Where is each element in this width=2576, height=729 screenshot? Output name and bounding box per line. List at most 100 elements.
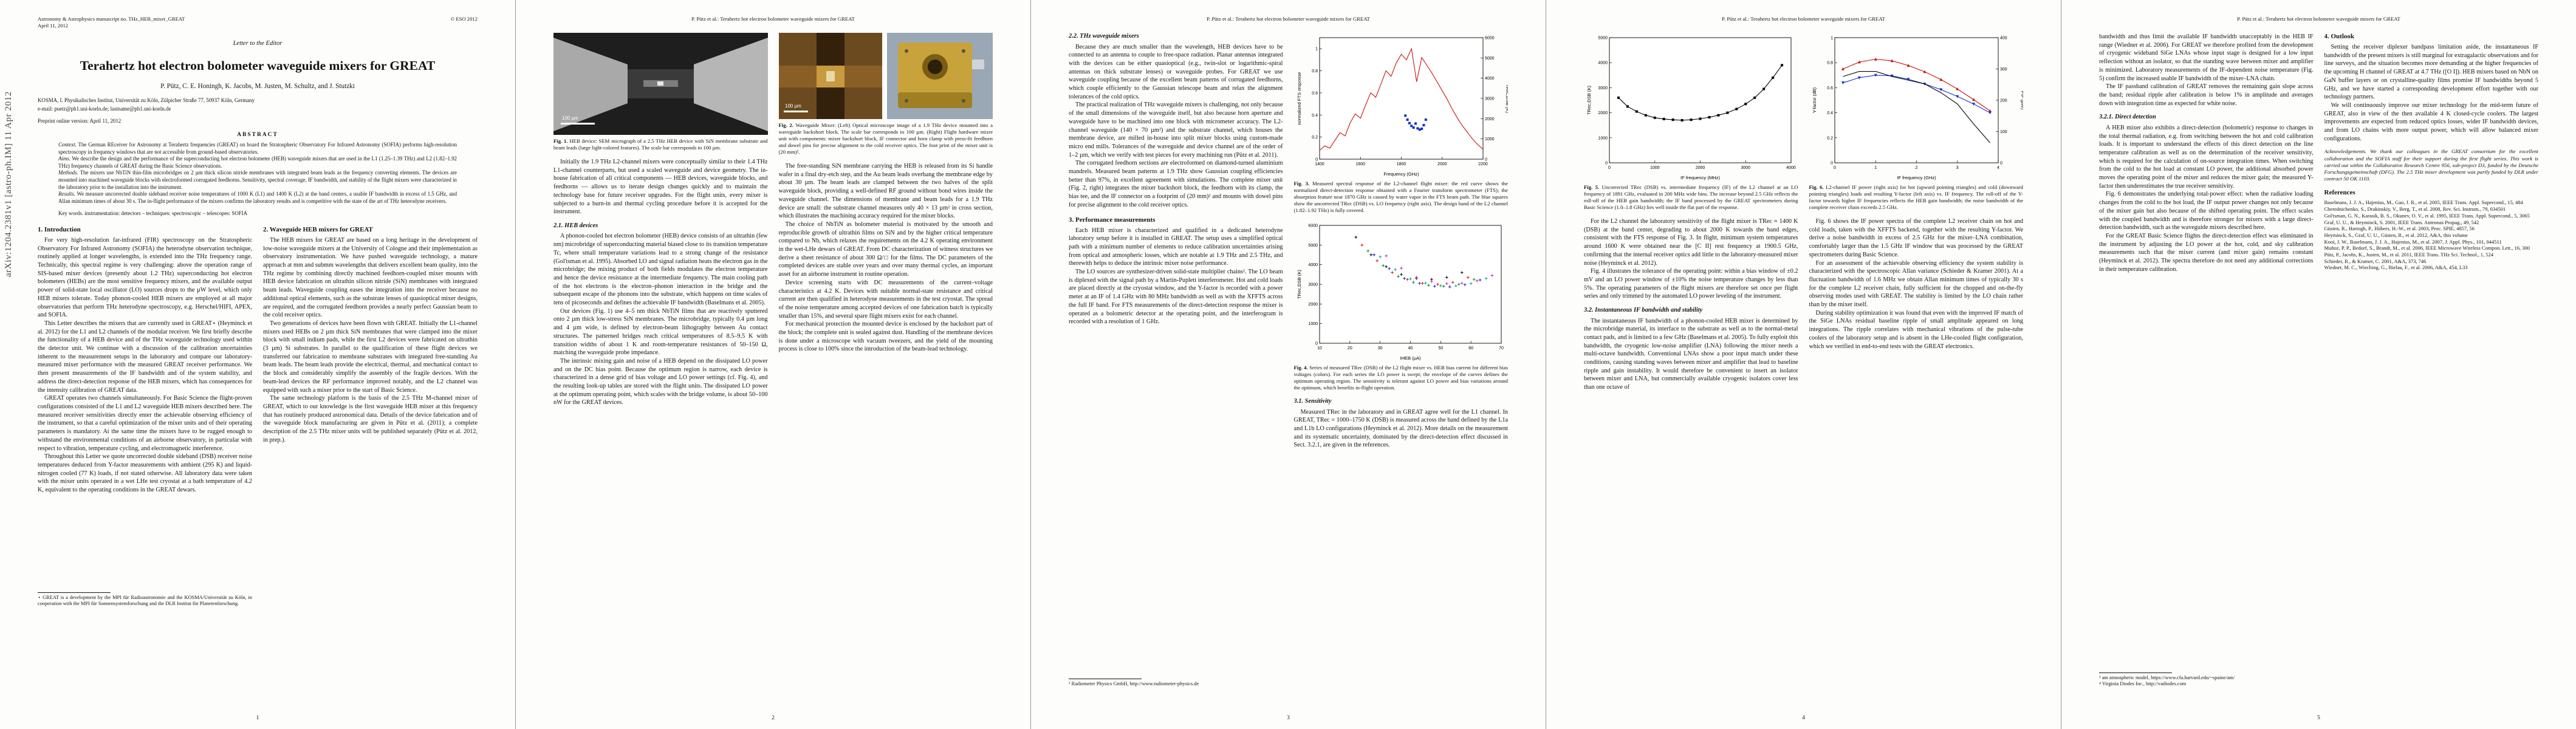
svg-text:60: 60 [1468, 346, 1473, 351]
body-paragraph: The same technology platform is the basi… [263, 395, 478, 443]
svg-text:0.2: 0.2 [1312, 135, 1318, 140]
fig5-caption: Fig. 5. Uncorrected TRec (DSB) vs. inter… [1584, 184, 1798, 210]
body-paragraph: For an assessment of the achievable obse… [1809, 259, 2024, 309]
subsection-heading-thz-waveguide-mixers: 2.2. THz waveguide mixers [1069, 33, 1139, 39]
abstract-methods: Methods. The mixers use NbTiN thin-film … [58, 169, 457, 190]
fig6-caption: Fig. 6. L2-channel IF power (right axis)… [1809, 184, 2024, 210]
svg-text:100: 100 [2000, 130, 2007, 134]
reference-entry: Güsten, R., Hartogh, P., Hübers, H.-W., … [2324, 225, 2475, 232]
footnote: ³ am atmospheric model, https://www.cfa.… [2099, 672, 2314, 688]
body-paragraph: The instantaneous IF bandwidth of a phon… [1584, 317, 1798, 391]
svg-text:0: 0 [1608, 166, 1611, 170]
svg-text:30: 30 [1377, 346, 1382, 351]
svg-text:1000: 1000 [1308, 322, 1318, 326]
svg-text:normalized FTS response: normalized FTS response [1297, 72, 1302, 125]
page1-right-column: 2. Waveguide HEB mixers for GREAT The HE… [263, 226, 478, 608]
fig2-scale-bar-label: 100 µm [785, 103, 801, 109]
figure-2: 100 µm Fig. 2. Waveguide Mixer: (Left) O… [778, 33, 993, 156]
footnote: ² Radiometer Physics GmbH, http://www.ra… [1069, 679, 1283, 688]
fig3-fts-response-chart: 1400 1600 1800 2000 220000.20.40.60.81010002… [1297, 36, 1509, 177]
body-paragraph: For very high-resolution far-infrared (F… [38, 236, 252, 319]
svg-text:2: 2 [1915, 166, 1917, 170]
svg-text:TRec,DSB (K): TRec,DSB (K) [1297, 269, 1302, 299]
body-paragraph: Because they are much smaller than the w… [1069, 43, 1283, 100]
svg-text:PIF (µW): PIF (µW) [2020, 91, 2024, 110]
fig1-scale-bar-label: 100 µm [562, 115, 578, 121]
page2-left-column: 100 µm Fig. 1. HEB device: SEM micrograp… [553, 33, 768, 688]
figure-4: 10 20 30 40 50 60 70 0 1000 2000 3000 4000 5000 6000 I… [1294, 221, 1509, 391]
fig1-caption: Fig. 1. HEB device: SEM micrograph of a … [553, 138, 768, 151]
svg-text:2000: 2000 [1696, 166, 1705, 170]
svg-text:1000: 1000 [1485, 137, 1495, 142]
body-paragraph: GREAT operates two channels simultaneous… [38, 395, 252, 452]
figure-3: 1400 1600 1800 2000 2200 0 0.2 0.4 0.6 0.8 1 0 1000 2… [1294, 33, 1509, 214]
acknowledgements: Acknowledgements. We thank our colleague… [2324, 148, 2539, 182]
section-heading-waveguide-mixers: 2. Waveguide HEB mixers for GREAT [263, 225, 373, 233]
body-paragraph: Each HEB mixer is characterized and qual… [1069, 227, 1283, 267]
svg-text:200: 200 [2000, 99, 2007, 103]
svg-text:6000: 6000 [1485, 36, 1495, 41]
svg-text:400: 400 [2000, 36, 2007, 41]
body-paragraph: A HEB mixer also exhibits a direct-detec… [2099, 124, 2314, 190]
running-header: P. Pütz et al.: Terahertz hot electron b… [691, 16, 855, 22]
svg-text:5000: 5000 [1308, 244, 1318, 248]
page-2: P. Pütz et al.: Terahertz hot electron b… [515, 0, 1030, 729]
body-paragraph: The intrinsic mixing gain and noise of a… [553, 357, 768, 406]
fig2-mixer-photo: 100 µm [778, 33, 993, 119]
page4-left-column: 0 1000 2000 3000 4000 0 1000 2000 3000 4000 5000 IF… [1584, 33, 1798, 688]
body-paragraph: During stability optimization it was fou… [1809, 309, 2024, 350]
body-paragraph: A phonon-cooled hot electron bolometer (… [553, 233, 768, 307]
svg-text:Y-factor (dB): Y-factor (dB) [1812, 87, 1817, 113]
svg-text:0: 0 [1605, 162, 1608, 166]
footnote-link[interactable]: ⁴ Virginia Diodes Inc., http://vadiodes.… [2099, 681, 2187, 687]
page-number: 2 [772, 715, 775, 721]
body-paragraph: The corrugated feedhorn sections are ele… [1069, 160, 1283, 208]
body-paragraph: The choice of NbTiN as bolometer materia… [778, 221, 993, 278]
footnote-link[interactable]: ³ am atmospheric model, https://www.cfa.… [2099, 674, 2235, 680]
svg-text:40: 40 [1408, 346, 1413, 351]
svg-text:0: 0 [2000, 162, 2002, 166]
fig5-noise-vs-if-chart: 0 1000 2000 3000 4000 0 1000 2000 3000 4000 5000 IF… [1586, 36, 1796, 181]
page5-left-column: bandwidth and thus limit the available I… [2099, 33, 2314, 688]
svg-text:TRec,DSB (K): TRec,DSB (K) [1505, 84, 1509, 114]
svg-text:2000: 2000 [1485, 117, 1495, 122]
figure-1: 100 µm Fig. 1. HEB device: SEM micrograp… [553, 33, 768, 151]
svg-text:1400: 1400 [1315, 162, 1324, 166]
body-paragraph: For mechanical protection the mounted de… [778, 321, 993, 353]
svg-text:TRec,DSB (K): TRec,DSB (K) [1586, 85, 1592, 115]
body-paragraph: bandwidth and thus limit the available I… [2099, 33, 2314, 82]
page5-right-column: 4. Outlook Setting the receiver diplexer… [2324, 33, 2539, 688]
body-paragraph: The practical realization of THz wavegui… [1069, 101, 1283, 159]
email-line[interactable]: e-mail: puetz@ph1.uni-koeln.de; lastname… [38, 105, 171, 112]
svg-text:0: 0 [1315, 158, 1318, 162]
running-header: P. Pütz et al.: Terahertz hot electron b… [1207, 16, 1370, 22]
svg-text:300: 300 [2000, 67, 2007, 72]
svg-text:4: 4 [1997, 166, 1999, 170]
svg-text:0.8: 0.8 [1312, 69, 1318, 74]
svg-text:1800: 1800 [1396, 162, 1406, 166]
svg-text:Frequency (GHz): Frequency (GHz) [1383, 171, 1419, 177]
body-paragraph: Fig. 6 shows the IF power spectra of the… [1809, 218, 2024, 258]
page-number: 1 [256, 715, 259, 721]
svg-text:2200: 2200 [1478, 162, 1488, 166]
body-paragraph: Our devices (Fig. 1) use 4–5 nm thick Nb… [553, 307, 768, 357]
page-number: 3 [1287, 715, 1290, 721]
footnote-link[interactable]: ² Radiometer Physics GmbH, http://www.ra… [1069, 681, 1199, 687]
svg-text:4000: 4000 [1598, 61, 1608, 66]
svg-text:4000: 4000 [1786, 166, 1796, 170]
body-paragraph: Two generations of devices have been flo… [263, 320, 478, 394]
reference-entry: Schieder, R., & Kramer, C. 2001, A&A, 37… [2324, 258, 2427, 264]
svg-text:50: 50 [1438, 346, 1443, 351]
svg-text:0.4: 0.4 [1312, 114, 1318, 118]
body-paragraph: Throughout this Letter we quote uncorrec… [38, 453, 252, 494]
fig4-caption: Fig. 4. Series of measured TRec (DSB) of… [1293, 364, 1509, 391]
svg-text:1600: 1600 [1355, 162, 1365, 166]
manuscript-number: Astronomy & Astrophysics manuscript no. … [38, 16, 185, 22]
page3-left-column: 2.2. THz waveguide mixers Because they a… [1069, 33, 1283, 688]
svg-text:3000: 3000 [1308, 283, 1318, 287]
abstract-results: Results. We measure uncorrected double s… [58, 191, 457, 204]
fig3-caption: Fig. 3. Measured spectral response of th… [1293, 180, 1509, 213]
